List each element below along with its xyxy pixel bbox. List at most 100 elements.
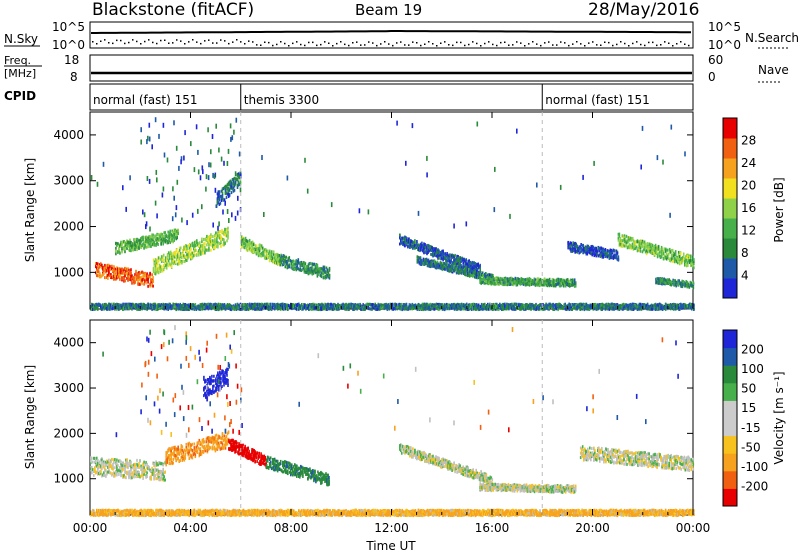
data-cell xyxy=(322,268,325,272)
data-cell xyxy=(480,278,482,282)
data-cell xyxy=(168,253,171,257)
data-cell xyxy=(156,262,159,266)
data-cell xyxy=(446,266,449,270)
data-cell xyxy=(310,269,313,273)
data-cell xyxy=(216,200,219,203)
data-cell xyxy=(160,255,163,259)
data-cell xyxy=(557,277,560,281)
data-cell xyxy=(219,194,222,198)
data-cell xyxy=(229,180,232,183)
data-cell xyxy=(473,264,475,268)
data-cell xyxy=(502,283,505,287)
data-cell xyxy=(276,262,279,266)
data-cell xyxy=(509,280,512,284)
data-cell xyxy=(409,239,411,243)
data-cell xyxy=(147,284,149,288)
data-cell xyxy=(491,275,493,279)
data-cell xyxy=(225,191,228,195)
data-cell xyxy=(692,286,695,290)
data-cell xyxy=(118,267,120,271)
data-cell xyxy=(235,177,238,181)
data-cell xyxy=(133,245,135,249)
data-cell xyxy=(474,264,476,268)
data-cell xyxy=(224,242,226,246)
data-cell xyxy=(288,265,291,269)
data-cell xyxy=(204,242,206,246)
data-cell xyxy=(427,260,430,264)
data-cell xyxy=(536,282,539,286)
data-cell xyxy=(294,267,297,270)
data-cell xyxy=(121,242,123,246)
data-cell xyxy=(538,278,541,282)
data-cell xyxy=(126,271,128,275)
data-cell xyxy=(647,245,650,249)
data-cell xyxy=(602,255,605,259)
search-count-dot xyxy=(644,44,646,47)
data-cell xyxy=(155,259,158,263)
data-cell xyxy=(318,270,321,274)
data-cell xyxy=(118,247,120,251)
data-cell xyxy=(446,255,448,259)
data-cell xyxy=(117,250,119,254)
data-cell xyxy=(692,282,695,286)
search-count-dot xyxy=(580,43,582,45)
data-cell xyxy=(151,234,153,238)
data-cell xyxy=(630,246,633,250)
data-cell xyxy=(439,253,441,257)
power-panel-frame xyxy=(89,111,694,310)
data-cell xyxy=(499,276,502,280)
data-cell xyxy=(223,185,226,189)
data-cell xyxy=(209,238,211,242)
data-cell xyxy=(172,231,174,235)
data-cell xyxy=(221,192,224,195)
data-cell xyxy=(198,253,200,257)
data-cell xyxy=(233,176,236,180)
data-cell xyxy=(294,261,297,265)
data-cell xyxy=(301,268,304,272)
data-cell xyxy=(257,247,260,251)
data-cell xyxy=(272,259,275,263)
search-count-dot xyxy=(440,42,442,44)
data-cell xyxy=(271,259,274,263)
data-cell xyxy=(284,265,287,269)
data-cell xyxy=(421,244,423,247)
data-cell xyxy=(496,279,499,283)
data-cell xyxy=(505,280,508,283)
data-cell xyxy=(155,236,157,240)
data-cell xyxy=(173,236,175,240)
search-count-dot xyxy=(208,39,210,41)
data-cell xyxy=(101,266,103,270)
data-cell xyxy=(242,245,245,249)
data-cell xyxy=(148,242,150,246)
data-cell xyxy=(303,261,306,265)
data-cell xyxy=(297,258,300,262)
data-cell xyxy=(485,272,487,275)
data-cell xyxy=(644,245,647,249)
data-cell xyxy=(146,245,148,249)
data-cell xyxy=(624,237,627,241)
data-cell xyxy=(305,265,308,269)
data-cell xyxy=(437,250,439,254)
search-count-dot xyxy=(100,40,102,42)
data-cell xyxy=(534,278,537,282)
data-cell xyxy=(510,276,513,280)
data-cell xyxy=(153,261,156,265)
data-cell xyxy=(200,252,202,256)
data-cell xyxy=(262,248,265,252)
data-cell xyxy=(134,246,136,250)
data-cell xyxy=(446,252,448,255)
data-cell xyxy=(662,252,665,256)
data-cell xyxy=(643,246,646,250)
data-cell xyxy=(304,269,307,273)
data-cell xyxy=(106,264,108,268)
data-cell xyxy=(152,240,154,244)
data-cell xyxy=(281,263,284,267)
data-cell xyxy=(638,241,641,245)
data-cell xyxy=(147,245,149,249)
search-count-dot xyxy=(160,39,162,42)
data-cell xyxy=(435,266,438,270)
data-cell xyxy=(426,264,429,268)
data-cell xyxy=(243,240,246,244)
search-count-dot xyxy=(412,41,414,43)
data-cell xyxy=(422,258,425,262)
